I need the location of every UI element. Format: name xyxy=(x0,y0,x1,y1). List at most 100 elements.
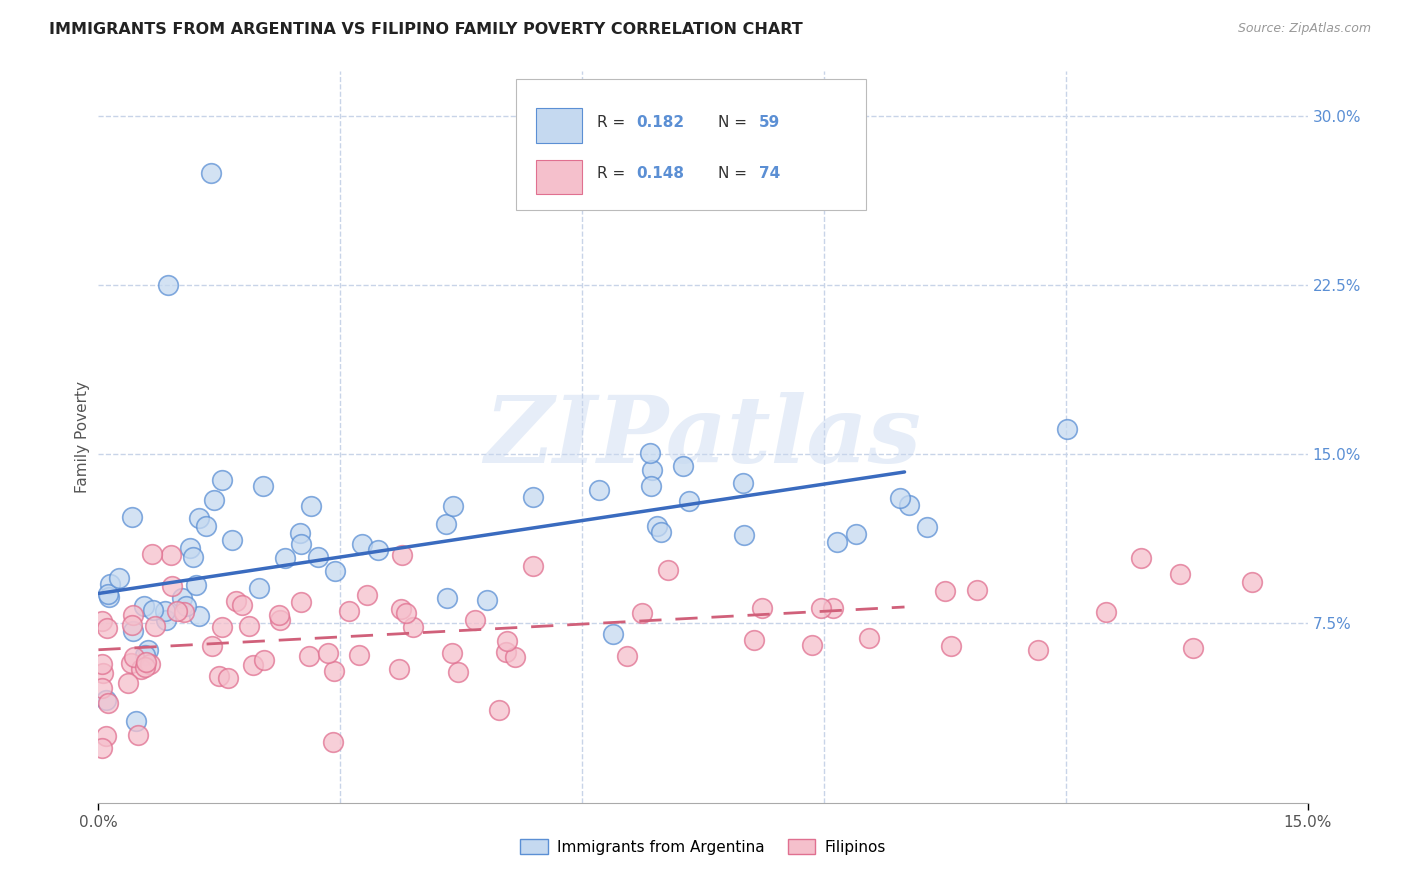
Point xyxy=(96,692,118,706)
Point xyxy=(231,598,253,612)
Point xyxy=(288,526,311,541)
Point xyxy=(801,639,824,653)
Point xyxy=(322,735,344,749)
Point xyxy=(1168,567,1191,582)
Point xyxy=(391,548,413,562)
Point xyxy=(731,475,754,490)
Point xyxy=(127,728,149,742)
Point xyxy=(647,519,669,533)
Point xyxy=(135,656,157,670)
Point xyxy=(290,537,312,551)
Point xyxy=(939,639,962,653)
Point xyxy=(316,646,339,660)
Point xyxy=(388,661,411,675)
Point xyxy=(201,640,224,654)
Point xyxy=(858,631,880,645)
Point xyxy=(134,660,156,674)
Point xyxy=(125,714,148,728)
Point xyxy=(733,527,755,541)
Point xyxy=(966,582,988,597)
Point xyxy=(495,645,517,659)
Point xyxy=(94,729,117,743)
Bar xyxy=(536,109,582,143)
Point xyxy=(638,446,661,460)
Point xyxy=(155,613,177,627)
Point xyxy=(186,577,208,591)
Point xyxy=(657,564,679,578)
Point xyxy=(274,551,297,566)
Point xyxy=(1094,605,1116,619)
Point xyxy=(845,527,868,541)
Point xyxy=(217,671,239,685)
Point xyxy=(934,583,956,598)
Point xyxy=(267,607,290,622)
Point xyxy=(447,665,470,680)
Point xyxy=(97,587,120,601)
Point xyxy=(641,463,664,477)
Point xyxy=(298,648,321,663)
Text: R =: R = xyxy=(596,115,630,130)
Point xyxy=(247,581,270,595)
Point xyxy=(389,602,412,616)
Point xyxy=(1241,574,1264,589)
Point xyxy=(915,520,938,534)
Point xyxy=(129,662,152,676)
Point xyxy=(139,657,162,671)
Point xyxy=(322,665,344,679)
Point xyxy=(337,604,360,618)
Point xyxy=(188,609,211,624)
Point xyxy=(401,620,423,634)
Point xyxy=(153,604,176,618)
Point xyxy=(156,278,179,293)
Point xyxy=(810,600,832,615)
Point xyxy=(96,621,118,635)
Text: IMMIGRANTS FROM ARGENTINA VS FILIPINO FAMILY POVERTY CORRELATION CHART: IMMIGRANTS FROM ARGENTINA VS FILIPINO FA… xyxy=(49,22,803,37)
Point xyxy=(367,542,389,557)
Point xyxy=(132,599,155,614)
Point xyxy=(821,601,844,615)
Point xyxy=(290,595,312,609)
Bar xyxy=(536,160,582,194)
Point xyxy=(134,648,156,662)
Point xyxy=(238,619,260,633)
Point xyxy=(211,620,233,634)
Point xyxy=(441,499,464,513)
Text: N =: N = xyxy=(717,166,751,181)
Point xyxy=(678,494,700,508)
Point xyxy=(252,479,274,493)
Text: 59: 59 xyxy=(759,115,780,130)
Point xyxy=(108,571,131,585)
Y-axis label: Family Poverty: Family Poverty xyxy=(75,381,90,493)
Point xyxy=(121,608,143,623)
Point xyxy=(307,549,329,564)
Point xyxy=(141,548,163,562)
Point xyxy=(436,591,458,606)
Point xyxy=(742,632,765,647)
FancyBboxPatch shape xyxy=(516,78,866,211)
Point xyxy=(200,166,222,180)
Text: 0.148: 0.148 xyxy=(637,166,685,181)
Point xyxy=(503,650,526,665)
Point xyxy=(122,624,145,638)
Point xyxy=(143,619,166,633)
Point xyxy=(889,491,911,506)
Point xyxy=(640,479,662,493)
Point xyxy=(1181,640,1204,655)
Point xyxy=(221,533,243,547)
Point xyxy=(160,548,183,562)
Point xyxy=(323,564,346,578)
Text: R =: R = xyxy=(596,166,630,181)
Point xyxy=(299,500,322,514)
Text: N =: N = xyxy=(717,115,751,130)
Point xyxy=(897,498,920,512)
Point xyxy=(394,606,416,620)
Point xyxy=(1026,643,1049,657)
Point xyxy=(207,669,229,683)
Point xyxy=(650,524,672,539)
Point xyxy=(166,604,188,618)
Point xyxy=(117,676,139,690)
Point xyxy=(1056,422,1078,436)
Point xyxy=(253,653,276,667)
Point xyxy=(174,599,197,613)
Point xyxy=(121,510,143,524)
